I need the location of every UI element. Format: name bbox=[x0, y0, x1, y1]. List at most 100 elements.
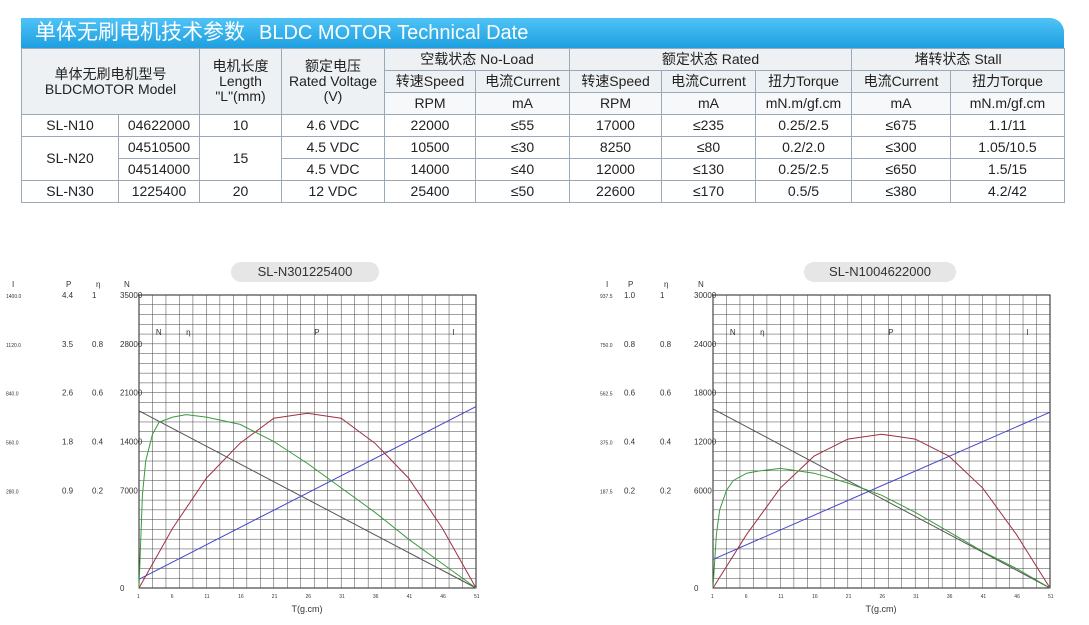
cell-noload-speed: 14000 bbox=[384, 158, 476, 181]
x-axis-label: T(g.cm) bbox=[292, 604, 323, 614]
y-tick-label: 0.8 bbox=[92, 340, 104, 349]
cell-stall-torque: 1.1/11 bbox=[950, 114, 1065, 137]
cell-noload-speed: 22000 bbox=[384, 114, 476, 137]
cell-noload-speed: 10500 bbox=[384, 136, 476, 159]
cell-voltage: 4.5 VDC bbox=[281, 158, 385, 181]
axis-header: P bbox=[628, 280, 633, 289]
y-tick-label: 0 bbox=[694, 584, 699, 593]
x-tick-label: 6 bbox=[171, 594, 174, 600]
cell-model: SL-N10 bbox=[21, 114, 119, 137]
x-tick-label: 41 bbox=[407, 594, 413, 600]
y-tick-label: 18000 bbox=[694, 389, 717, 398]
subheader-speed: 转速Speed bbox=[384, 70, 476, 93]
cell-rated-current: ≤80 bbox=[661, 136, 756, 159]
x-tick-label: 11 bbox=[778, 594, 783, 600]
series-label: η bbox=[760, 328, 764, 337]
cell-noload-speed: 25400 bbox=[384, 180, 476, 203]
x-tick-label: 6 bbox=[745, 594, 748, 600]
x-tick-label: 46 bbox=[440, 594, 446, 600]
y-tick-label: 0.2 bbox=[92, 486, 104, 495]
y-tick-label: 560.0 bbox=[6, 441, 19, 447]
cell-stall-torque: 4.2/42 bbox=[950, 180, 1065, 203]
subheader-current: 电流Current bbox=[661, 70, 756, 93]
cell-rated-torque: 0.2/2.0 bbox=[755, 136, 852, 159]
cell-rated-torque: 0.25/2.5 bbox=[755, 158, 852, 181]
cell-code: 04514000 bbox=[118, 158, 200, 181]
axis-header: N bbox=[698, 280, 704, 289]
x-tick-label: 31 bbox=[913, 594, 919, 600]
y-tick-label: 7000 bbox=[120, 486, 138, 495]
y-tick-label: 35000 bbox=[120, 291, 143, 300]
y-tick-label: 562.5 bbox=[600, 392, 613, 398]
banner-title-zh: 单体无刷电机技术参数 bbox=[35, 21, 245, 44]
x-tick-label: 11 bbox=[204, 594, 209, 600]
unit-torque: mN.m/gf.cm bbox=[755, 92, 852, 115]
y-tick-label: 280.0 bbox=[6, 489, 19, 495]
axis-header: I bbox=[606, 280, 608, 289]
y-tick-label: 0.6 bbox=[660, 389, 672, 398]
unit-ma: mA bbox=[475, 92, 570, 115]
cell-rated-speed: 17000 bbox=[569, 114, 662, 137]
y-tick-label: 14000 bbox=[120, 438, 143, 447]
cell-noload-current: ≤55 bbox=[475, 114, 570, 137]
x-axis-label: T(g.cm) bbox=[866, 604, 897, 614]
series-line-P bbox=[138, 412, 477, 589]
y-tick-label: 21000 bbox=[120, 389, 143, 398]
x-tick-label: 26 bbox=[306, 594, 312, 600]
y-tick-label: 0 bbox=[120, 584, 125, 593]
length-header-unit: "L"(mm) bbox=[215, 88, 266, 104]
cell-rated-current: ≤170 bbox=[661, 180, 756, 203]
series-label: P bbox=[314, 328, 319, 337]
x-tick-label: 26 bbox=[880, 594, 886, 600]
cell-stall-current: ≤300 bbox=[851, 136, 951, 159]
cell-voltage: 12 VDC bbox=[281, 180, 385, 203]
y-tick-label: 1 bbox=[660, 291, 665, 300]
x-tick-label: 36 bbox=[373, 594, 379, 600]
x-tick-label: 16 bbox=[812, 594, 818, 600]
y-tick-label: 2.6 bbox=[62, 389, 74, 398]
subheader-speed: 转速Speed bbox=[569, 70, 662, 93]
table-row: SL-N30 1225400 20 12 VDC 25400 ≤50 22600… bbox=[21, 180, 1065, 203]
cell-rated-current: ≤130 bbox=[661, 158, 756, 181]
cell-code: 04622000 bbox=[118, 114, 200, 137]
y-tick-label: 1 bbox=[92, 291, 97, 300]
y-tick-label: 0.4 bbox=[660, 438, 672, 447]
y-tick-label: 0.2 bbox=[660, 486, 672, 495]
y-tick-label: 937.5 bbox=[600, 294, 613, 300]
cell-rated-torque: 0.5/5 bbox=[755, 180, 852, 203]
y-tick-label: 24000 bbox=[694, 340, 717, 349]
subheader-torque: 扭力Torque bbox=[950, 70, 1065, 93]
model-header-zh: 单体无刷电机型号 bbox=[54, 65, 167, 82]
y-tick-label: 28000 bbox=[120, 340, 143, 349]
y-tick-label: 3.5 bbox=[62, 340, 74, 349]
y-tick-label: 0.8 bbox=[624, 340, 636, 349]
x-tick-label: 16 bbox=[238, 594, 244, 600]
series-line-eta bbox=[712, 467, 1051, 589]
x-tick-label: 36 bbox=[947, 594, 953, 600]
cell-voltage: 4.5 VDC bbox=[281, 136, 385, 159]
table-header-row: 单体无刷电机型号 BLDCMOTOR Model 电机长度 Length "L"… bbox=[21, 48, 1065, 115]
x-tick-label: 46 bbox=[1014, 594, 1020, 600]
axis-header: N bbox=[124, 280, 130, 289]
table-row: SL-N10 04622000 10 4.6 VDC 22000 ≤55 170… bbox=[21, 114, 1065, 137]
series-label: I bbox=[1026, 328, 1028, 337]
x-tick-label: 1 bbox=[137, 594, 140, 600]
cell-code: 04510500 bbox=[118, 136, 200, 159]
stall-header: 堵转状态 Stall bbox=[851, 48, 1065, 71]
x-tick-label: 21 bbox=[272, 594, 278, 600]
series-label: I bbox=[452, 328, 454, 337]
y-tick-label: 4.4 bbox=[62, 291, 74, 300]
unit-rpm: RPM bbox=[384, 92, 476, 115]
y-tick-label: 840.0 bbox=[6, 392, 19, 398]
x-tick-label: 51 bbox=[1048, 594, 1054, 600]
y-tick-label: 12000 bbox=[694, 438, 717, 447]
cell-code: 1225400 bbox=[118, 180, 200, 203]
cell-stall-torque: 1.5/15 bbox=[950, 158, 1065, 181]
title-banner: 单体无刷电机技术参数 BLDC MOTOR Technical Date bbox=[21, 18, 1064, 48]
cell-rated-speed: 12000 bbox=[569, 158, 662, 181]
x-tick-label: 41 bbox=[981, 594, 987, 600]
table-row: SL-N20 04510500 15 4.5 VDC 10500 ≤30 825… bbox=[21, 136, 1065, 181]
axis-header: η bbox=[664, 280, 668, 289]
